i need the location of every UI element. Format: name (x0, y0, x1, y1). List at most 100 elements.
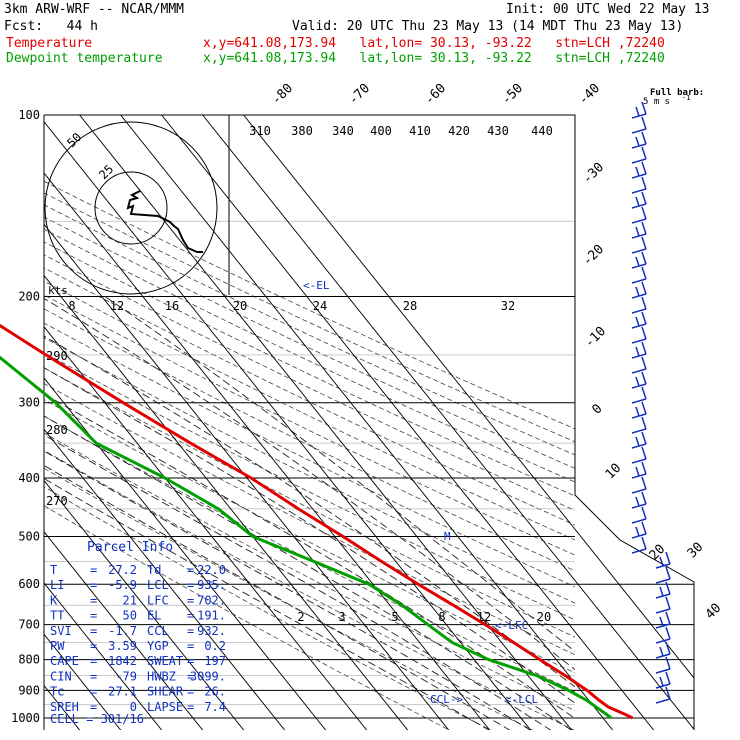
dry-adiabat (44, 432, 575, 712)
parcel-label: LFC (147, 593, 169, 607)
isotherm (44, 115, 81, 730)
isotherm-label: -30 (580, 160, 607, 187)
wind-barb-flag (665, 551, 671, 565)
theta-label: 340 (332, 124, 354, 138)
isotherm (44, 115, 245, 730)
dry-adiabat (44, 204, 575, 456)
wind-barb-flag (641, 386, 647, 400)
parcel-value: 935. (197, 578, 226, 592)
wind-barb (631, 488, 647, 494)
isotherm-label: 0 (589, 401, 605, 417)
theta-label: 420 (448, 124, 470, 138)
wind-barb-flag (635, 316, 640, 327)
dry-adiabat (44, 192, 575, 443)
parcel-label: EL (147, 609, 161, 623)
wind-barb-flag (641, 461, 647, 475)
parcel-label: SVI (50, 624, 72, 638)
pressure-label: 500 (18, 529, 40, 543)
parcel-value: 932. (197, 624, 226, 638)
parcel-eq: = (187, 654, 194, 668)
wind-barb (631, 368, 647, 374)
parcel-label: PW (50, 639, 65, 653)
forecast-hour: Fcst: 44 h (4, 19, 98, 34)
parcel-value: 22.0 (197, 563, 226, 577)
pressure-label: 600 (18, 577, 40, 591)
parcel-eq: = (90, 563, 97, 577)
isotherm-label: 20 (647, 542, 669, 564)
wind-barb-flag (659, 586, 664, 597)
speed-axis-label: 32 (501, 299, 515, 313)
model-title: 3km ARW-WRF -- NCAR/MMM (4, 2, 185, 17)
dry-adiabat (44, 280, 575, 541)
speed-axis-label: 8 (68, 299, 75, 313)
wind-barb (631, 308, 647, 314)
wind-barb-flag (665, 596, 671, 610)
isobar-grid (0, 114, 695, 731)
wind-barb-flag (665, 611, 671, 625)
wind-barb (655, 668, 671, 674)
parcel-info-panel: Parcel Info T = 27.2 Td = 22.0LI = -5.9 LCL = 935.… (50, 540, 226, 726)
wind-barb-flag (641, 506, 647, 520)
parcel-value: 0.2 (204, 639, 226, 653)
parcel-value: 7.4 (204, 700, 226, 714)
isotherm (44, 115, 163, 730)
wind-barb-flag (641, 236, 647, 250)
isotherm (0, 115, 39, 731)
wind-barb-flag (641, 101, 647, 115)
barb-legend-title: Full barb: (650, 88, 704, 98)
moist-adiabat (44, 367, 575, 704)
isotherm (44, 115, 286, 730)
moist-adiabat (104, 296, 575, 653)
wind-barb-flag (665, 656, 671, 670)
wind-barb-flag (641, 476, 647, 490)
wind-barb (631, 128, 647, 134)
parcel-eq: = (90, 700, 97, 714)
wind-barb-flag (635, 496, 640, 507)
parcel-label: CCL (147, 624, 169, 638)
parcel-eq: = (90, 685, 97, 699)
wind-barb-flag (641, 251, 647, 265)
annotation-label: <-LFC (495, 619, 528, 632)
parcel-eq: = (90, 669, 97, 683)
wind-barb (655, 608, 671, 614)
parcel-eq: = (187, 578, 194, 592)
moist-adiabat (44, 450, 531, 730)
pressure-label: 100 (18, 108, 40, 122)
wind-barb-flag (659, 676, 664, 687)
wind-barb (631, 398, 647, 404)
mixing-ratio-label: 8 (438, 610, 445, 624)
dewpoint-line (0, 355, 613, 720)
parcel-eq: = (187, 700, 194, 714)
isotherm (44, 115, 450, 730)
wind-barb-flag (641, 266, 647, 280)
parcel-eq: = (90, 639, 97, 653)
annotation-label: M (444, 530, 451, 543)
wind-barb (631, 548, 647, 554)
parcel-value: 191. (197, 609, 226, 623)
parcel-label: LAPSE (147, 700, 183, 714)
wind-barb-flag (641, 431, 647, 445)
wind-barb-flag (641, 356, 647, 370)
wind-barb-flag (641, 116, 647, 130)
isotherm-label: -70 (346, 81, 373, 108)
mixing-ratio-label: 5 (391, 610, 398, 624)
wind-barb (631, 518, 647, 524)
parcel-label: LCL (147, 578, 169, 592)
wind-barb-flag (641, 281, 647, 295)
hodograph: 50 25 kts (44, 115, 230, 297)
dry-adiabat (44, 505, 451, 730)
parcel-value: 27.2 (108, 563, 137, 577)
pressure-label: 900 (18, 683, 40, 697)
isotherm (44, 115, 327, 730)
parcel-value: 27.1 (108, 685, 137, 699)
wind-barb-flag (641, 191, 647, 205)
temperature-line (0, 323, 634, 720)
isotherm (202, 115, 694, 730)
annotation-label: <-LCL (505, 693, 538, 706)
parcel-value: 3.59 (108, 639, 137, 653)
wind-barb-flag (665, 641, 671, 655)
dry-adiabat (44, 322, 575, 588)
parcel-label: SWEAT (147, 654, 183, 668)
parcel-label: K (50, 593, 58, 607)
wind-barb-flag (641, 416, 647, 430)
